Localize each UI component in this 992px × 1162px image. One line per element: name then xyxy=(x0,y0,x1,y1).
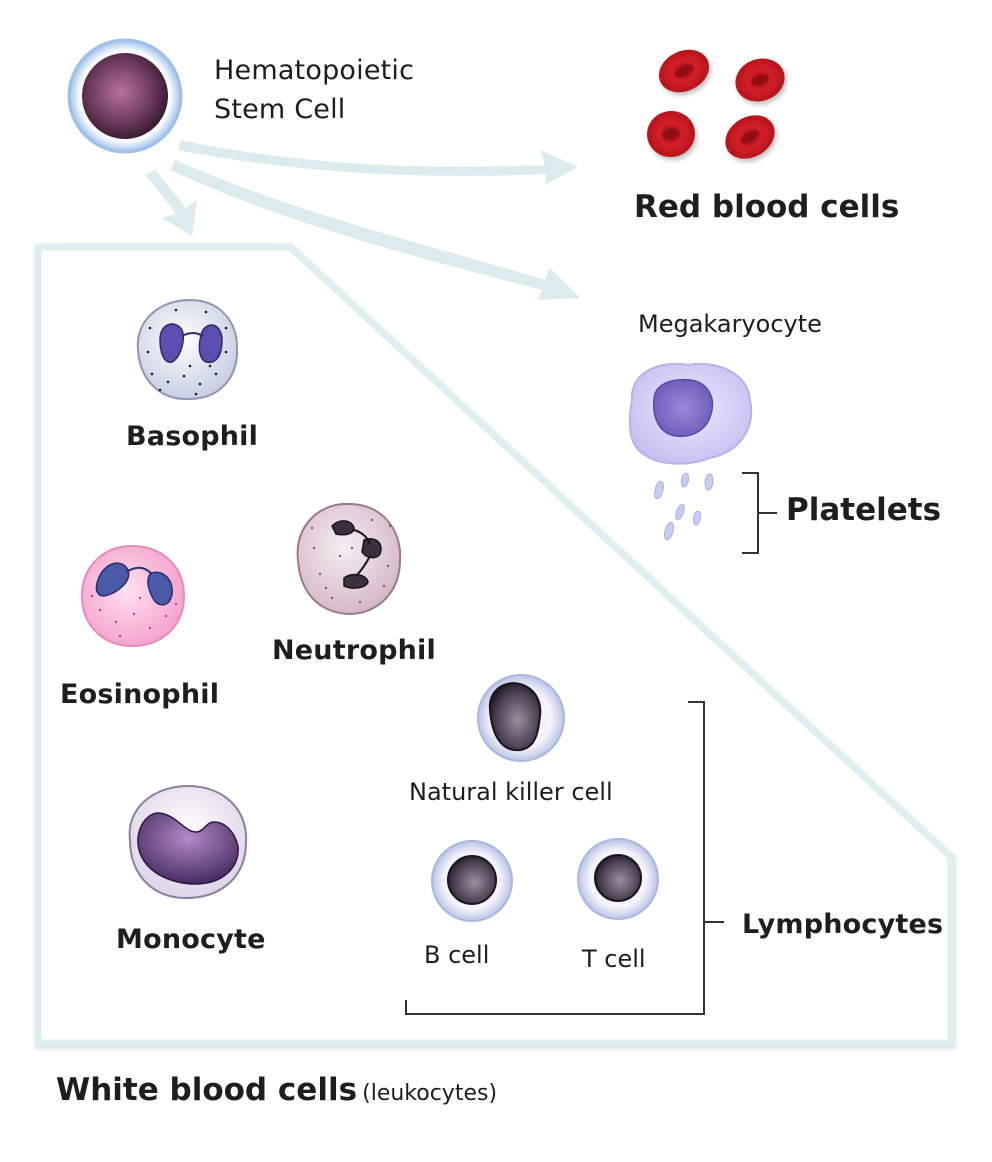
red-blood-cells xyxy=(647,49,785,159)
megakaryocyte-label: Megakaryocyte xyxy=(638,310,822,338)
rbc-1 xyxy=(658,49,710,93)
arrow-to-red-blood-cells xyxy=(178,140,578,185)
platelets xyxy=(653,472,714,541)
neutrophil xyxy=(296,502,402,616)
basophil-label: Basophil xyxy=(126,421,259,452)
b-cell xyxy=(431,840,513,922)
t-cell xyxy=(577,838,659,920)
platelets-bracket xyxy=(742,472,777,554)
neutrophil-label: Neutrophil xyxy=(272,635,436,666)
b-cell-label: B cell xyxy=(424,941,490,969)
white-blood-cell-panel xyxy=(34,243,955,1047)
rbc-4 xyxy=(725,115,775,159)
rbc-2 xyxy=(735,58,785,102)
red-blood-cells-label: Red blood cells xyxy=(634,189,900,225)
platelets-label: Platelets xyxy=(786,492,942,528)
arrow-to-megakaryocyte xyxy=(170,160,580,300)
monocyte-label: Monocyte xyxy=(116,924,266,955)
natural-killer-cell xyxy=(477,674,565,762)
stem-cell-label: Hematopoietic Stem Cell xyxy=(214,51,414,129)
eosinophil xyxy=(80,544,186,648)
monocyte xyxy=(128,784,248,900)
basophil xyxy=(136,298,239,401)
nk-cell-label: Natural killer cell xyxy=(409,778,613,806)
leukocytes-label: (leukocytes) xyxy=(362,1081,498,1106)
white-blood-cells-label: White blood cells xyxy=(56,1072,358,1108)
lymphocytes-label: Lymphocytes xyxy=(742,909,944,940)
eosinophil-label: Eosinophil xyxy=(60,679,220,710)
arrow-to-white-blood-cells xyxy=(145,170,197,236)
stem-cell-label-line-1: Hematopoietic xyxy=(214,55,415,86)
stem-cell-label-line-2: Stem Cell xyxy=(214,94,346,125)
white-blood-cells-title: White blood cells (leukocytes) xyxy=(56,1072,497,1108)
lymphocytes-bracket xyxy=(405,701,724,1015)
differentiation-arrows xyxy=(145,140,580,300)
stem-cell xyxy=(67,38,183,154)
t-cell-label: T cell xyxy=(582,945,646,973)
megakaryocyte xyxy=(628,363,753,465)
rbc-3 xyxy=(647,110,695,158)
